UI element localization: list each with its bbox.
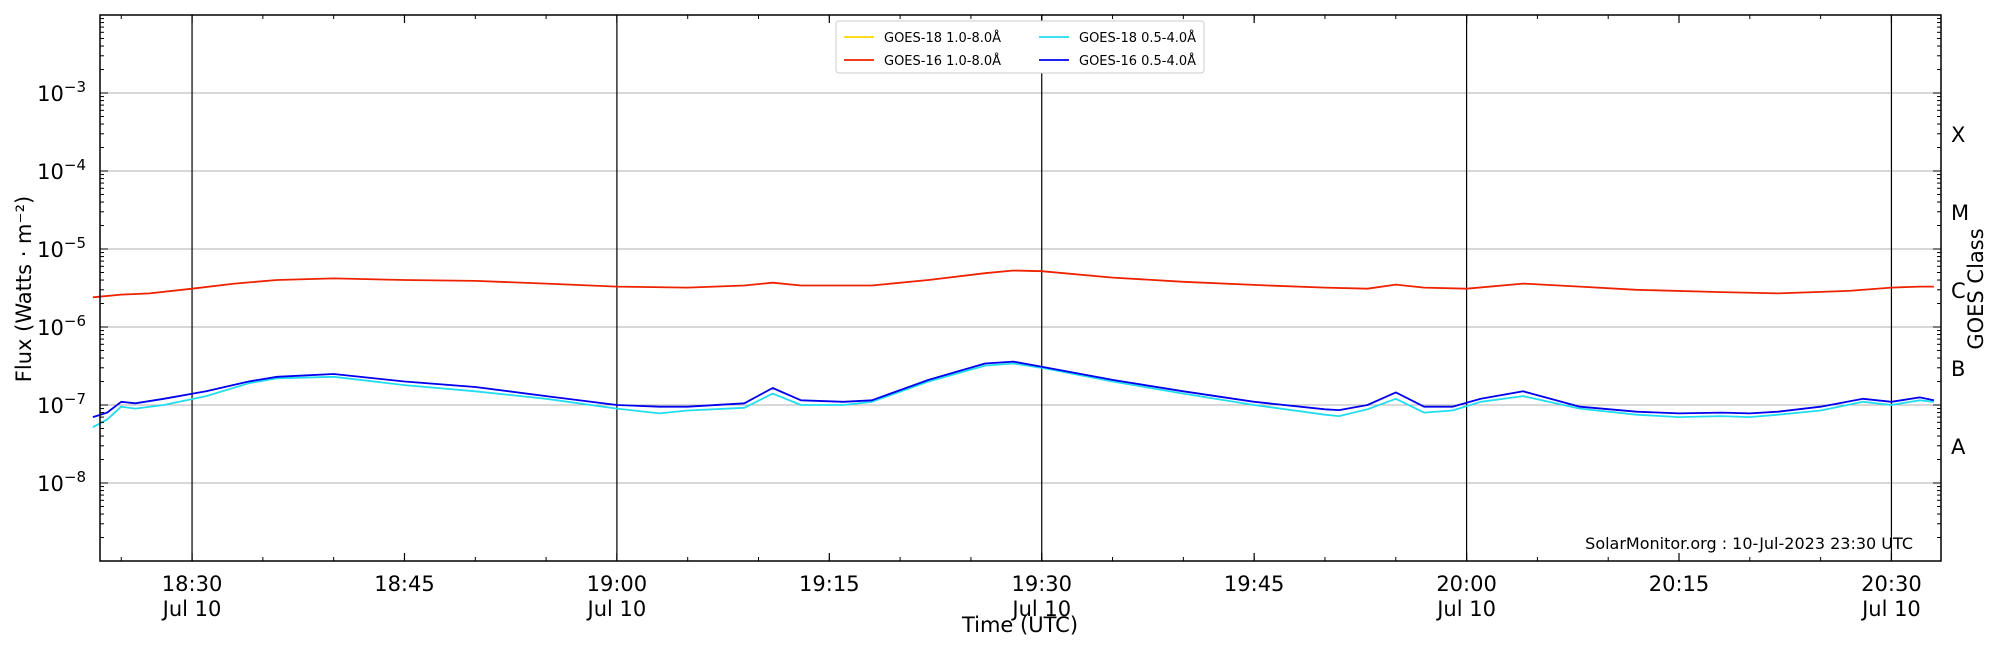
- grid-layer: [100, 15, 1941, 561]
- x-tick-date-label: Jul 10: [586, 597, 647, 621]
- legend: GOES-18 1.0-8.0Å GOES-16 1.0-8.0Å GOES-18 …: [835, 20, 1205, 74]
- y-tick-label: 10−4: [37, 156, 86, 184]
- x-tick-date-label: Jul 10: [1010, 597, 1071, 621]
- x-tick-date-label: Jul 10: [1860, 597, 1921, 621]
- series-line: [92, 269, 1934, 299]
- goes-class-label: C: [1951, 279, 1966, 303]
- plot-frame: [99, 14, 1942, 562]
- x-tick-time-label: 18:30: [162, 572, 223, 596]
- x-tick-date-label: Jul 10: [1435, 597, 1496, 621]
- goes-class-label: A: [1951, 435, 1966, 459]
- y-tick-label: 10−6: [37, 312, 86, 340]
- series-line: [92, 360, 1935, 418]
- x-tick-time-label: 19:30: [1011, 572, 1072, 596]
- x-tick-time-label: 19:15: [799, 572, 860, 596]
- x-tick-time-label: 18:45: [374, 572, 435, 596]
- y-tick-label: 10−7: [37, 390, 86, 418]
- y-tick-label: 10−3: [37, 78, 86, 106]
- x-tick-time-label: 20:30: [1861, 572, 1922, 596]
- series-layer: [92, 269, 1935, 428]
- y-tick-label: 10−8: [37, 468, 86, 496]
- legend-entry-label: GOES-16 1.0-8.0Å: [884, 53, 1001, 69]
- x-tick-time-label: 20:15: [1649, 572, 1710, 596]
- x-tick-date-label: Jul 10: [161, 597, 222, 621]
- credit-text: SolarMonitor.org : 10-Jul-2023 23:30 UTC: [1585, 534, 1913, 553]
- legend-entry-label: GOES-18 0.5-4.0Å: [1079, 30, 1196, 46]
- y-axis-label: Flux (Watts · m⁻²): [12, 196, 36, 382]
- series-line: [92, 362, 1934, 428]
- x-tick-time-label: 20:00: [1436, 572, 1497, 596]
- goes-class-label: M: [1951, 201, 1969, 225]
- legend-entry-label: GOES-18 1.0-8.0Å: [884, 30, 1001, 46]
- x-tick-time-label: 19:00: [587, 572, 648, 596]
- legend-box: [835, 20, 1205, 74]
- x-axis-label: Time (UTC): [961, 613, 1078, 637]
- right-axis-label: GOES Class: [1964, 228, 1988, 349]
- goes-class-label: B: [1951, 357, 1965, 381]
- legend-entry-label: GOES-16 0.5-4.0Å: [1079, 53, 1196, 69]
- y-tick-label: 10−5: [37, 234, 86, 262]
- x-tick-time-label: 19:45: [1224, 572, 1285, 596]
- goes-class-label: X: [1951, 123, 1965, 147]
